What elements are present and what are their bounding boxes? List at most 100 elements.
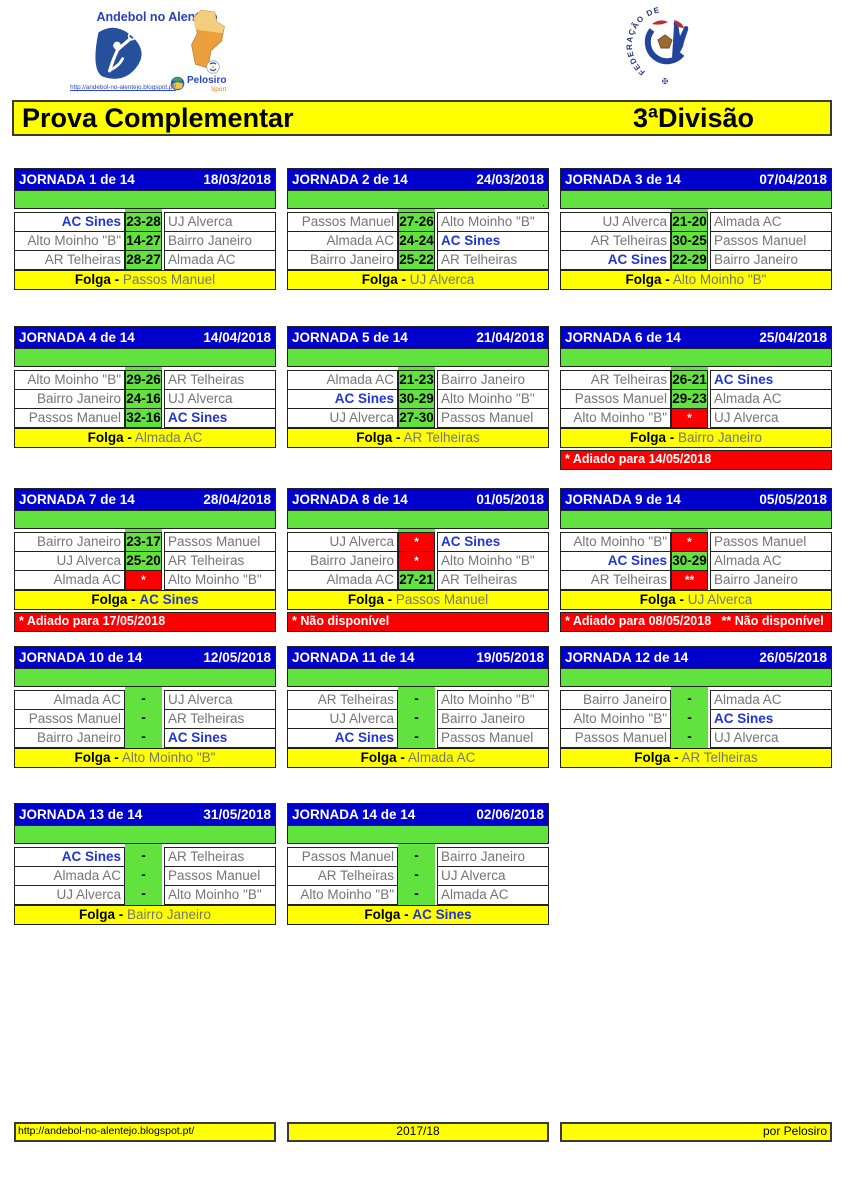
away-team: Bairro Janeiro <box>437 709 549 729</box>
jornada-strip <box>287 669 549 687</box>
away-team: Bairro Janeiro <box>437 370 549 390</box>
alentejo-map-icon <box>191 9 225 69</box>
jornada-block: JORNADA 10 de 14 12/05/2018 Almada AC - … <box>14 646 276 768</box>
match-row: UJ Alverca 25-20 AR Telheiras <box>14 551 276 571</box>
matches-area: Almada AC 21-23 Bairro Janeiro AC Sines … <box>287 367 549 428</box>
matches-area: Passos Manuel 27-26 Alto Moinho "B" Alma… <box>287 209 549 270</box>
away-team: AC Sines <box>164 728 276 748</box>
away-team: Passos Manuel <box>710 231 832 251</box>
match-row: Bairro Janeiro - AC Sines <box>14 728 276 748</box>
division-title: 3ªDivisão <box>632 102 754 133</box>
jornada-header: JORNADA 7 de 14 28/04/2018 <box>14 488 276 511</box>
away-team: Bairro Janeiro <box>164 231 276 251</box>
match-score: - <box>414 710 419 725</box>
jornada-header: JORNADA 12 de 14 26/05/2018 <box>560 646 832 669</box>
match-score: 21-23 <box>398 370 435 390</box>
jornada-header: JORNADA 8 de 14 01/05/2018 <box>287 488 549 511</box>
away-team: AC Sines <box>164 408 276 428</box>
home-team: AR Telheiras <box>287 866 398 886</box>
match-row: Almada AC - Passos Manuel <box>14 866 276 886</box>
home-team: Alto Moinho "B" <box>14 231 125 251</box>
jornada-title: JORNADA 5 de 14 <box>292 330 408 345</box>
jornada-date: 24/03/2018 <box>476 172 544 187</box>
match-row: Bairro Janeiro * Alto Moinho "B" <box>287 551 549 571</box>
match-score: - <box>414 886 419 901</box>
away-team: UJ Alverca <box>437 866 549 886</box>
folga-team: Alto Moinho "B" <box>672 272 767 287</box>
site-url-link[interactable]: http://andebol-no-alentejo.blogspot.pt/ <box>70 84 176 91</box>
match-score: 27-21 <box>398 570 435 590</box>
away-team: Alto Moinho "B" <box>164 885 276 905</box>
home-team: AC Sines <box>287 728 398 748</box>
match-row: Bairro Janeiro - Almada AC <box>560 690 832 710</box>
jornada-date: 21/04/2018 <box>476 330 544 345</box>
match-row: Alto Moinho "B" - AC Sines <box>560 709 832 729</box>
matches-area: Bairro Janeiro 23-17 Passos Manuel UJ Al… <box>14 529 276 590</box>
match-score: - <box>414 691 419 706</box>
home-team: AC Sines <box>560 250 671 270</box>
jornada-date: 14/04/2018 <box>203 330 271 345</box>
jornada-row-2: JORNADA 4 de 14 14/04/2018 Alto Moinho "… <box>14 326 832 470</box>
mini-emblem-icon <box>206 60 220 74</box>
folga-row: Folga - AC Sines <box>287 905 549 925</box>
match-row: Alto Moinho "B" * UJ Alverca <box>560 408 832 428</box>
jornada-header: JORNADA 10 de 14 12/05/2018 <box>14 646 276 669</box>
home-team: Almada AC <box>287 370 398 390</box>
jornada-title: JORNADA 4 de 14 <box>19 330 135 345</box>
match-row: AC Sines 22-29 Bairro Janeiro <box>560 250 832 270</box>
match-score: - <box>141 710 146 725</box>
home-team: AC Sines <box>14 847 125 867</box>
match-row: AR Telheiras 30-25 Passos Manuel <box>560 231 832 251</box>
match-row: Bairro Janeiro 23-17 Passos Manuel <box>14 532 276 552</box>
footer-url-link[interactable]: http://andebol-no-alentejo.blogspot.pt/ <box>14 1122 276 1142</box>
match-row: Passos Manuel - Bairro Janeiro <box>287 847 549 867</box>
away-team: UJ Alverca <box>164 690 276 710</box>
match-row: UJ Alverca 21-20 Almada AC <box>560 212 832 232</box>
match-row: Almada AC 21-23 Bairro Janeiro <box>287 370 549 390</box>
match-score: * <box>125 570 162 590</box>
match-score: 23-28 <box>125 212 162 232</box>
away-team: AC Sines <box>437 231 549 251</box>
away-team: UJ Alverca <box>164 389 276 409</box>
match-score: - <box>141 729 146 744</box>
folga-label: Folga - <box>360 750 405 765</box>
home-team: Alto Moinho "B" <box>287 885 398 905</box>
folga-team: AC Sines <box>139 592 199 607</box>
score-band <box>398 844 435 905</box>
jornada-date: 19/05/2018 <box>476 650 544 665</box>
home-team: AR Telheiras <box>560 231 671 251</box>
score-band <box>125 844 162 905</box>
footer-credit: por Pelosiro <box>560 1122 832 1142</box>
match-row: AR Telheiras - UJ Alverca <box>287 866 549 886</box>
home-team: Almada AC <box>14 690 125 710</box>
jornada-strip <box>560 191 832 209</box>
jornada-block: JORNADA 14 de 14 02/06/2018 Passos Manue… <box>287 803 549 925</box>
home-team: Almada AC <box>287 570 398 590</box>
jornada-title: JORNADA 8 de 14 <box>292 492 408 507</box>
competition-title: Prova Complementar <box>22 102 294 133</box>
away-team: Passos Manuel <box>437 408 549 428</box>
folga-label: Folga - <box>634 750 679 765</box>
match-score: - <box>141 867 146 882</box>
match-score: - <box>414 848 419 863</box>
folga-row: Folga - Bairro Janeiro <box>14 905 276 925</box>
jornada-strip <box>14 191 276 209</box>
jornada-title: JORNADA 9 de 14 <box>565 492 681 507</box>
jornada-date: 18/03/2018 <box>203 172 271 187</box>
folga-team: Alto Moinho "B" <box>121 750 216 765</box>
site-name: Andebol no Alentejo <box>96 10 218 24</box>
match-score: * <box>398 551 435 571</box>
folga-team: AR Telheiras <box>403 430 480 445</box>
folga-row: Folga - UJ Alverca <box>287 270 549 290</box>
matches-area: Passos Manuel - Bairro Janeiro AR Telhei… <box>287 844 549 905</box>
home-team: Bairro Janeiro <box>560 690 671 710</box>
folga-row: Folga - UJ Alverca <box>560 590 832 610</box>
postponed-note: * Não disponível <box>287 612 549 632</box>
postponed-note: * Adiado para 17/05/2018 <box>14 612 276 632</box>
home-team: UJ Alverca <box>287 532 398 552</box>
jornada-header: JORNADA 3 de 14 07/04/2018 <box>560 168 832 191</box>
matches-area: AC Sines 23-28 UJ Alverca Alto Moinho "B… <box>14 209 276 270</box>
match-row: AC Sines 23-28 UJ Alverca <box>14 212 276 232</box>
match-row: Bairro Janeiro 24-16 UJ Alverca <box>14 389 276 409</box>
jornada-title: JORNADA 10 de 14 <box>19 650 143 665</box>
